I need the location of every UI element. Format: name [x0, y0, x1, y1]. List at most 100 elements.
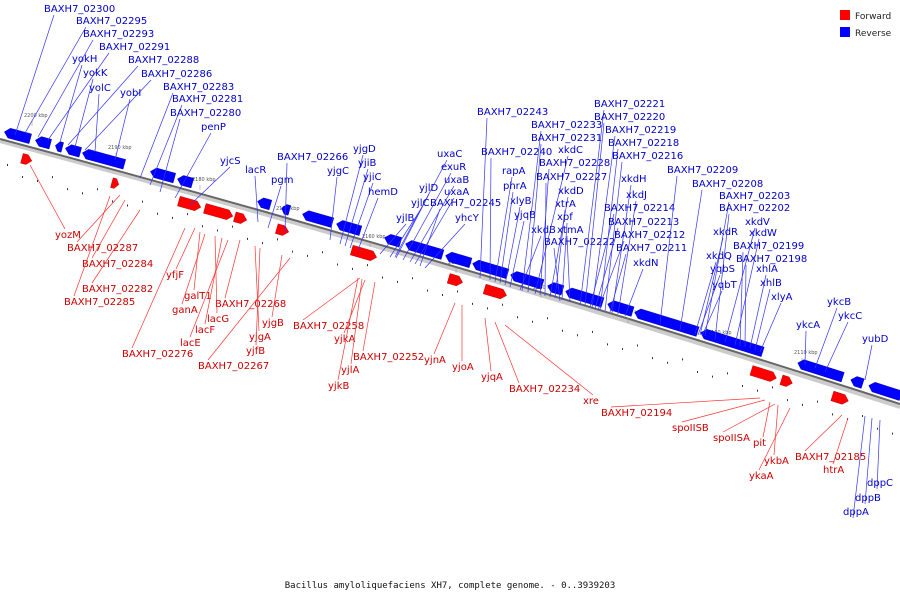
tick-label: 2110 kbp [794, 350, 818, 356]
reverse-gene-label: lacR [245, 165, 266, 176]
reverse-leader-line [659, 175, 678, 325]
reverse-gene-arrow [302, 210, 335, 228]
forward-gene-label: yjgA [249, 332, 271, 343]
forward-gene-arrow [275, 223, 289, 236]
forward-gene-label: xre [583, 396, 599, 407]
reverse-leader-line [744, 264, 747, 348]
reverse-gene-label: pgm [271, 175, 293, 186]
reverse-gene-label: BAXH7_02288 [128, 55, 199, 66]
reverse-gene-label: uxaA [444, 187, 469, 198]
forward-leader-line [362, 281, 376, 352]
reverse-gene-label: BAXH7_02286 [141, 69, 212, 80]
reverse-gene-arrow [82, 149, 126, 170]
forward-leader-line [73, 195, 111, 297]
reverse-leader-line [759, 302, 782, 353]
reverse-leader-line [37, 39, 94, 138]
reverse-gene-label: ykcC [838, 311, 862, 322]
reverse-gene-label: BAXH7_02293 [83, 29, 154, 40]
reverse-gene-label: yokK [83, 68, 108, 79]
reverse-leader-line [94, 93, 100, 153]
forward-gene-label: BAXH7_02185 [795, 452, 866, 463]
reverse-gene-label: BAXH7_02280 [170, 108, 241, 119]
reverse-gene-label: BAXH7_02243 [477, 107, 548, 118]
legend: Forward Reverse [840, 10, 892, 39]
forward-leader-line [722, 403, 776, 433]
forward-leader-line [214, 235, 218, 314]
reverse-gene-label: BAXH7_02283 [163, 82, 234, 93]
reverse-gene-label: yqbT [712, 280, 738, 291]
forward-leader-line [343, 279, 366, 334]
reverse-gene-label: xkdJ [626, 190, 647, 201]
reverse-leader-line [604, 161, 623, 312]
forward-gene-arrow [110, 177, 120, 189]
reverse-gene-label: BAXH7_02218 [608, 138, 679, 149]
forward-gene-label: ykbA [764, 456, 789, 467]
forward-gene-label: yjqA [481, 372, 503, 383]
reverse-gene-arrow [510, 271, 545, 290]
forward-gene-label: htrA [823, 465, 844, 476]
reverse-gene-label: ykcA [796, 320, 820, 331]
forward-gene-label: ganA [172, 305, 198, 316]
reverse-gene-label: penP [201, 122, 226, 133]
reverse-leader-line [149, 104, 183, 186]
reverse-leader-line [591, 135, 616, 309]
reverse-gene-label: BAXH7_02203 [719, 191, 790, 202]
reverse-gene-arrow [634, 308, 700, 337]
reverse-gene-arrow [65, 144, 82, 158]
forward-gene-arrow [233, 211, 248, 224]
reverse-leader-line [549, 196, 569, 298]
tick-label: 2200 kbp [24, 113, 48, 119]
reverse-leader-line [734, 238, 760, 346]
reverse-gene-label: BAXH7_02211 [616, 243, 687, 254]
reverse-gene-label: uxaB [444, 175, 469, 186]
legend-reverse-label: Reverse [855, 29, 892, 39]
reverse-leader-line [357, 197, 379, 251]
reverse-gene-label: BAXH7_02233 [531, 120, 602, 131]
forward-gene-label: BAXH7_02258 [293, 321, 364, 332]
forward-gene-labels: yozM BAXH7_02287 BAXH7_02284 BAXH7_02282 yfj… [29, 164, 866, 482]
forward-leader-line [204, 237, 223, 325]
reverse-gene-label: BAXH7_02214 [604, 203, 675, 214]
forward-leader-line [175, 227, 196, 270]
forward-gene-label: yjgB [262, 318, 284, 329]
forward-leader-line [832, 417, 849, 465]
forward-gene-label: lacF [195, 325, 215, 336]
reverse-leader-line [749, 274, 767, 349]
forward-gene-label: yfjF [166, 270, 184, 281]
reverse-leader-line [579, 109, 605, 306]
reverse-leader-line [679, 189, 703, 331]
forward-gene-arrow [350, 245, 377, 261]
forward-gene-arrow [177, 196, 202, 211]
reverse-gene-label: BAXH7_02219 [605, 125, 676, 136]
tick-label: 2180 kbp [192, 177, 216, 183]
reverse-leader-line [189, 166, 231, 206]
reverse-gene-arrow [797, 359, 845, 383]
forward-leader-line [494, 321, 520, 384]
reverse-gene-label: yjlC [411, 198, 429, 209]
reverse-gene-label: BAXH7_02231 [531, 133, 602, 144]
reverse-gene-label: xkdN [633, 258, 659, 269]
legend-forward-swatch [840, 10, 850, 20]
forward-leader-line [189, 239, 229, 338]
tick-label: 2160 kbp [362, 234, 386, 240]
forward-leader-line [337, 277, 359, 381]
reverse-leader-line [504, 206, 521, 286]
reverse-leader-line [509, 220, 525, 288]
reverse-gene-label: yolC [89, 83, 111, 94]
reverse-leader-line [494, 176, 513, 283]
reverse-gene-arrow [700, 329, 765, 357]
reverse-gene-label: yjlB [396, 213, 414, 224]
reverse-gene-label: BAXH7_02199 [733, 241, 804, 252]
reverse-leader-line [409, 185, 455, 263]
reverse-gene-label: xhlA [756, 264, 778, 275]
tick-label: 2190 kbp [108, 145, 132, 151]
forward-gene-label: BAXH7_02194 [601, 408, 672, 419]
reverse-gene-label: yjlD [419, 183, 438, 194]
reverse-leader-line [864, 417, 873, 505]
forward-leader-line [681, 399, 766, 423]
reverse-leader-line [617, 200, 637, 315]
reverse-leader-line [284, 162, 288, 233]
forward-gene-label: lacG [207, 314, 229, 325]
reverse-gene-label: BAXH7_02216 [612, 151, 683, 162]
